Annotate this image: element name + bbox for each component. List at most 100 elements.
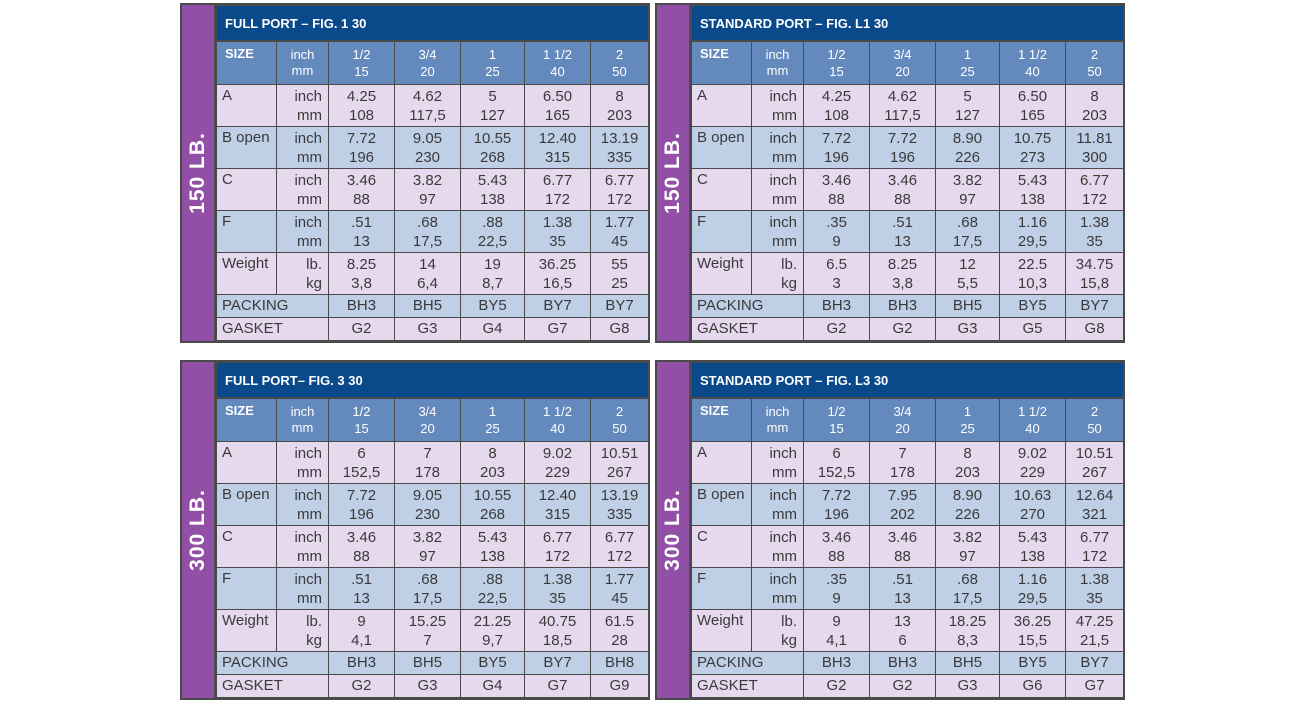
row-unit-secondary: mm — [772, 547, 797, 565]
value-metric: 321 — [1082, 505, 1108, 523]
value-imperial: 13.19 — [600, 486, 639, 504]
table-cell: 5.43 138 — [460, 525, 525, 568]
row-label: A — [216, 84, 277, 127]
row-units: inch mm — [276, 441, 329, 484]
size-inch: 1 — [488, 404, 497, 419]
value-imperial: 7.72 — [346, 129, 377, 147]
value-metric: 196 — [348, 505, 375, 523]
value-metric: 270 — [1019, 505, 1046, 523]
table-cell: G7 — [524, 317, 591, 341]
value-imperial: 13.19 — [600, 129, 639, 147]
row-units: lb. kg — [276, 252, 329, 295]
size-mm: 40 — [550, 421, 565, 436]
table-cell: BY7 — [524, 294, 591, 318]
value-metric: 3,8 — [351, 274, 372, 292]
table-cell: 1.38 35 — [1064, 567, 1125, 610]
size-inch: 2 — [615, 404, 624, 419]
table-cell: 8.25 3,8 — [869, 252, 936, 295]
row-unit-primary: inch — [294, 213, 322, 231]
table-cell: BH8 — [589, 651, 650, 675]
table-cell: 9 4,1 — [328, 609, 395, 652]
size-inch: 1 — [488, 47, 497, 62]
value-imperial: 6 — [357, 444, 366, 462]
row-units: lb. kg — [276, 609, 329, 652]
row-unit-primary: inch — [769, 570, 797, 588]
row-unit-primary: inch — [294, 129, 322, 147]
table-cell: 3.82 97 — [394, 168, 461, 211]
row-unit-secondary: mm — [297, 232, 322, 250]
value-imperial: 47.25 — [1075, 612, 1114, 630]
value-imperial: 5.43 — [1017, 528, 1048, 546]
value-metric: 196 — [823, 148, 850, 166]
value-metric: 88 — [353, 190, 370, 208]
value-imperial: 19 — [484, 255, 501, 273]
table-cell: 1.38 35 — [1064, 210, 1125, 253]
table-cell: 7.72 196 — [328, 483, 395, 526]
table-cell: 40.75 18,5 — [524, 609, 591, 652]
value-metric: 35 — [549, 589, 566, 607]
size-column-header: 2 50 — [589, 397, 650, 442]
row-unit-secondary: kg — [781, 631, 797, 649]
size-inch: 1/2 — [352, 404, 371, 419]
table-cell: G3 — [394, 317, 461, 341]
size-column-header: 1 25 — [460, 40, 525, 85]
value-metric: 10,3 — [1017, 274, 1048, 292]
size-column-header: 3/4 20 — [394, 397, 461, 442]
table-cell: 3.82 97 — [394, 525, 461, 568]
value-metric: 7 — [423, 631, 432, 649]
size-column-header: 1/2 15 — [803, 40, 870, 85]
table-cell: G7 — [524, 674, 591, 698]
value-metric: 88 — [828, 547, 845, 565]
table-title: STANDARD PORT – FIG. L1 30 — [690, 5, 1125, 42]
value-metric: 97 — [419, 547, 436, 565]
table-cell: .35 9 — [803, 567, 870, 610]
spec-table: STANDARD PORT – FIG. L3 30 SIZE inch mm 1/2 1… — [690, 362, 1125, 698]
table-cell: 9.05 230 — [394, 126, 461, 169]
table-cell: BH3 — [328, 294, 395, 318]
size-mm: 15 — [354, 421, 369, 436]
table-cell: G2 — [869, 674, 936, 698]
row-unit-secondary: mm — [772, 148, 797, 166]
value-imperial: 6.77 — [542, 171, 573, 189]
row-units: inch mm — [751, 126, 804, 169]
row-label: B open — [691, 483, 752, 526]
row-unit-secondary: mm — [772, 505, 797, 523]
size-mm: 20 — [895, 421, 910, 436]
size-label: SIZE — [216, 397, 277, 442]
packing-row-label: PACKING — [691, 651, 804, 675]
row-label: A — [691, 84, 752, 127]
unit-mm-label: mm — [291, 420, 314, 435]
size-column-header: 1 1/2 40 — [999, 397, 1066, 442]
table-cell: 22.5 10,3 — [999, 252, 1066, 295]
value-metric: 13 — [894, 589, 911, 607]
table-cell: .68 17,5 — [935, 567, 1000, 610]
table-cell: BY5 — [460, 651, 525, 675]
table-cell: 1.38 35 — [524, 567, 591, 610]
size-header-row: SIZE inch mm 1/2 15 3/4 20 1 25 1 1/2 40 2 50 — [216, 397, 650, 442]
table-cell: 10.51 267 — [589, 441, 650, 484]
table-cell: 6.5 3 — [803, 252, 870, 295]
value-metric: 17,5 — [952, 589, 983, 607]
value-metric: 108 — [823, 106, 850, 124]
value-metric: 172 — [544, 547, 571, 565]
table-cell: .51 13 — [869, 567, 936, 610]
size-mm: 25 — [960, 64, 975, 79]
table-cell: G3 — [935, 674, 1000, 698]
value-imperial: 10.55 — [473, 486, 512, 504]
row-unit-secondary: mm — [297, 190, 322, 208]
size-mm: 25 — [485, 421, 500, 436]
value-imperial: .88 — [482, 213, 503, 231]
title-row: STANDARD PORT – FIG. L1 30 — [690, 5, 1125, 42]
value-imperial: 1.38 — [542, 213, 573, 231]
value-imperial: 14 — [419, 255, 436, 273]
table-row: B open inch mm 7.72 196 7.72 196 8.90 226 10.75 27… — [691, 126, 1125, 169]
value-metric: 45 — [611, 589, 628, 607]
size-inch: 3/4 — [893, 404, 912, 419]
row-label: Weight — [216, 252, 277, 295]
value-imperial: 36.25 — [538, 255, 577, 273]
table-cell: 10.55 268 — [460, 126, 525, 169]
value-metric: 13 — [353, 589, 370, 607]
